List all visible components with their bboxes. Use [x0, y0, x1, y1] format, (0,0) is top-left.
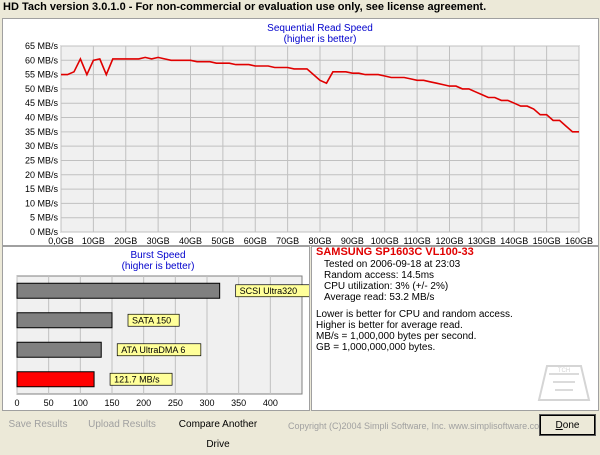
x-tick-label: 160GB [565, 236, 593, 245]
done-button[interactable]: Done [539, 414, 596, 436]
y-tick-label: 10 MB/s [25, 198, 59, 208]
average-read: Average read: 53.2 MB/s [324, 292, 435, 303]
burst-title: Burst Speed [130, 250, 185, 261]
y-tick-label: 25 MB/s [25, 155, 59, 165]
burst-label-box [109, 372, 173, 386]
y-tick-label: 30 MB/s [25, 141, 59, 151]
burst-bar-label: ATA UltraDMA 6 [121, 345, 185, 355]
x-tick-label: 140GB [500, 236, 528, 245]
y-tick-label: 65 MB/s [25, 41, 59, 51]
x-tick-label: 20GB [114, 236, 137, 245]
chart-title: Sequential Read Speed [267, 23, 373, 34]
x-tick-label: 40GB [179, 236, 202, 245]
x-tick-label: 110GB [403, 236, 430, 245]
window-title: HD Tach version 3.0.1.0 - For non-commer… [3, 1, 487, 13]
note-line: GB = 1,000,000,000 bytes. [316, 342, 436, 353]
done-accel-letter: D [555, 420, 563, 431]
y-tick-label: 5 MB/s [30, 213, 59, 223]
burst-x-tick-label: 200 [136, 398, 151, 408]
burst-label-box [127, 313, 180, 327]
burst-bar [16, 282, 221, 299]
note-line: MB/s = 1,000,000 bytes per second. [316, 331, 477, 342]
burst-subtitle: (higher is better) [122, 261, 195, 272]
burst-bar-label: SATA 150 [132, 315, 171, 325]
x-tick-label: 0,0GB [48, 236, 74, 245]
x-tick-label: 90GB [341, 236, 364, 245]
y-tick-label: 35 MB/s [25, 127, 59, 137]
x-tick-label: 10GB [82, 236, 105, 245]
upload-results-button[interactable]: Upload Results [88, 415, 156, 435]
burst-bar-label: 121.7 MB/s [114, 374, 160, 384]
y-tick-label: 60 MB/s [25, 55, 59, 65]
y-tick-label: 50 MB/s [25, 84, 59, 94]
burst-bar [16, 312, 113, 329]
save-results-button[interactable]: Save Results [5, 415, 71, 435]
burst-x-tick-label: 350 [231, 398, 246, 408]
drive-name: SAMSUNG SP1603C VL100-33 [316, 246, 474, 258]
burst-bar-label: SCSI Ultra320 [240, 286, 298, 296]
note-line: Higher is better for average read. [316, 320, 463, 331]
burst-x-tick-label: 50 [44, 398, 54, 408]
y-tick-label: 20 MB/s [25, 170, 59, 180]
logo-text: TCH [558, 368, 570, 374]
x-tick-label: 120GB [435, 236, 463, 245]
burst-speed-panel: SCSI Ultra320 SATA 150 ATA UltraDMA 6 121.7… [2, 246, 315, 411]
sequential-read-chart: 0 MB/s 5 MB/s 10 MB/s 15 MB/s 20 MB/s 25 MB/s… [25, 23, 593, 246]
tested-date: Tested on 2006-09-18 at 23:03 [324, 259, 461, 270]
burst-x-tick-label: 300 [199, 398, 214, 408]
burst-x-tick-label: 100 [73, 398, 88, 408]
x-tick-label: 130GB [468, 236, 496, 245]
y-tick-label: 15 MB/s [25, 184, 59, 194]
y-tick-label: 55 MB/s [25, 70, 59, 80]
drive-info-panel: SAMSUNG SP1603C VL100-33 Tested on 2006-… [311, 246, 599, 411]
done-label: one [562, 420, 580, 431]
x-tick-label: 80GB [308, 236, 331, 245]
burst-x-tick-label: 0 [14, 398, 19, 408]
x-tick-label: 70GB [276, 236, 299, 245]
sequential-read-panel: 0 MB/s 5 MB/s 10 MB/s 15 MB/s 20 MB/s 25 MB/s… [2, 18, 599, 246]
note-line: Lower is better for CPU and random acces… [316, 309, 513, 320]
y-tick-label: 0 MB/s [30, 227, 59, 237]
y-tick-label: 45 MB/s [25, 98, 59, 108]
compare-another-drive-button[interactable]: Compare Another Drive [168, 415, 268, 450]
x-tick-label: 50GB [211, 236, 234, 245]
burst-speed-chart: SCSI Ultra320 SATA 150 ATA UltraDMA 6 121.7… [14, 250, 315, 408]
copyright-text: Copyright (C)2004 Simpli Software, Inc. … [288, 421, 547, 431]
x-tick-label: 150GB [533, 236, 561, 245]
chart-subtitle: (higher is better) [284, 34, 357, 45]
y-tick-label: 40 MB/s [25, 113, 59, 123]
burst-bar [16, 341, 102, 358]
read-speed-line [61, 56, 579, 133]
x-tick-label: 30GB [147, 236, 170, 245]
hdtach-logo: TCH [537, 365, 591, 401]
burst-label-box [116, 343, 202, 357]
burst-bar [16, 371, 95, 388]
burst-x-tick-label: 150 [104, 398, 119, 408]
burst-x-tick-label: 250 [168, 398, 183, 408]
bottom-toolbar: Save Results Upload Results Compare Anot… [0, 413, 600, 450]
cpu-utilization: CPU utilization: 3% (+/- 2%) [324, 281, 449, 292]
random-access: Random access: 14.5ms [324, 270, 435, 281]
x-tick-label: 100GB [371, 236, 399, 245]
burst-x-tick-label: 400 [263, 398, 278, 408]
x-tick-label: 60GB [244, 236, 267, 245]
